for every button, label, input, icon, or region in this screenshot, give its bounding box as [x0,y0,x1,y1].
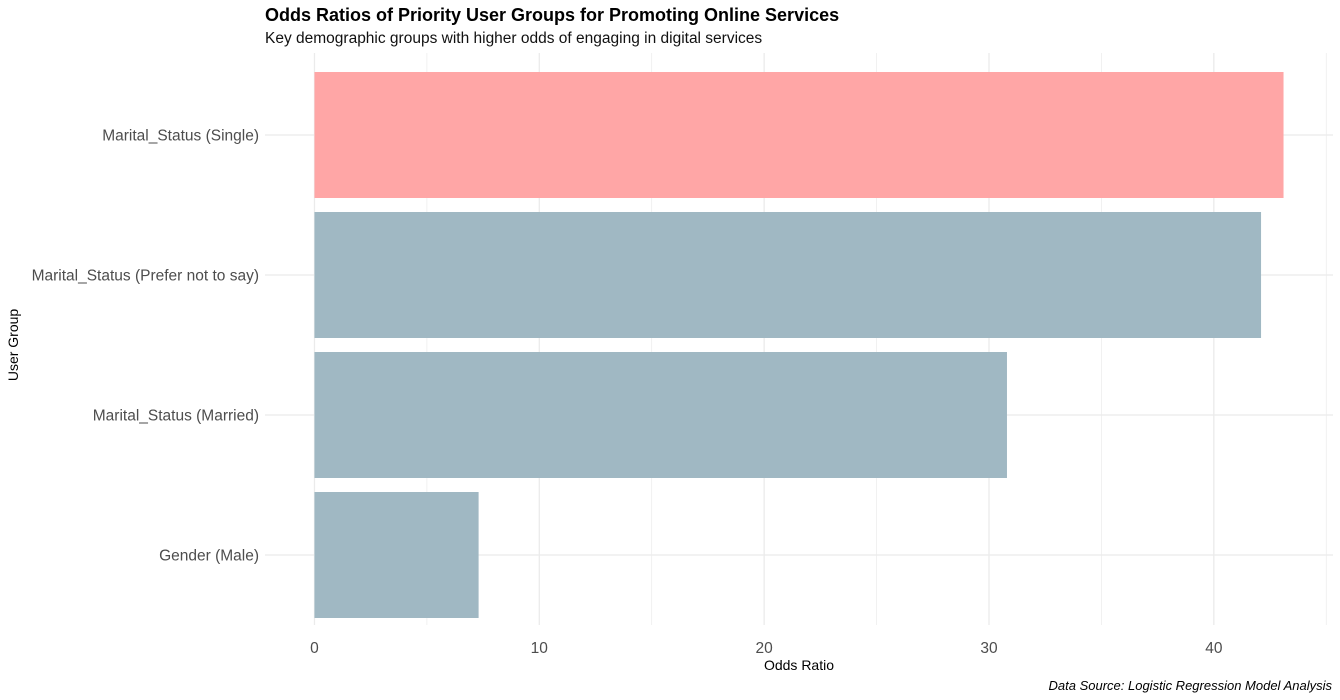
y-tick-label: Marital_Status (Single) [102,128,259,145]
chart-subtitle: Key demographic groups with higher odds … [265,30,763,47]
y-tick-label: Gender (Male) [159,548,259,565]
x-tick-label: 20 [756,640,774,657]
chart-title: Odds Ratios of Priority User Groups for … [265,5,840,25]
x-axis-title: Odds Ratio [764,657,834,673]
bar [314,72,1284,198]
x-tick-label: 0 [310,640,319,657]
bar [314,212,1262,338]
x-tick-label: 10 [531,640,549,657]
x-tick-label: 30 [980,640,998,657]
y-tick-label: Marital_Status (Married) [93,408,259,425]
data-source-caption: Data Source: Logistic Regression Model A… [1048,678,1333,693]
y-tick-label: Marital_Status (Prefer not to say) [32,268,259,285]
bar [314,492,479,618]
bar [314,352,1007,478]
y-axis-title: User Group [5,309,21,382]
tick-labels: Marital_Status (Single) Marital_Status (P… [32,128,1223,658]
bars [314,72,1284,618]
x-tick-label: 40 [1205,640,1223,657]
